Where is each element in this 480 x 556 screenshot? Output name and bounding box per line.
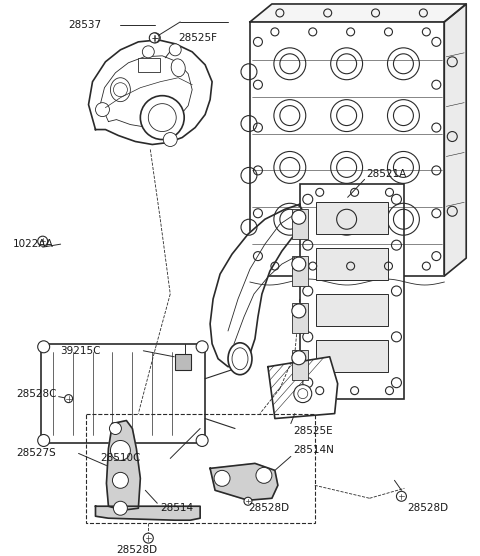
Circle shape	[144, 533, 153, 543]
Bar	[175, 354, 191, 370]
Bar	[85, 414, 315, 523]
Text: 28528D: 28528D	[117, 545, 157, 555]
Circle shape	[294, 385, 312, 403]
Circle shape	[163, 132, 177, 146]
Circle shape	[112, 473, 128, 488]
Text: 28527S: 28527S	[16, 449, 56, 459]
Text: 28510C: 28510C	[100, 453, 141, 463]
Text: 1022AA: 1022AA	[13, 239, 54, 249]
Text: 28525E: 28525E	[293, 425, 333, 435]
Bar	[316, 202, 388, 234]
Circle shape	[396, 492, 407, 502]
Polygon shape	[250, 4, 466, 22]
Bar	[292, 303, 308, 333]
Text: 28528D: 28528D	[408, 503, 448, 513]
Bar	[300, 185, 405, 399]
Bar	[316, 294, 388, 326]
Circle shape	[38, 236, 48, 246]
Ellipse shape	[110, 78, 131, 102]
Text: 28528C: 28528C	[16, 389, 56, 399]
Circle shape	[196, 341, 208, 353]
Text: 28521A: 28521A	[367, 170, 407, 180]
Circle shape	[256, 468, 272, 483]
Polygon shape	[210, 204, 305, 367]
Circle shape	[214, 470, 230, 486]
Circle shape	[38, 434, 49, 446]
Text: 39215C: 39215C	[60, 346, 101, 356]
Circle shape	[38, 341, 49, 353]
Text: 28537: 28537	[69, 20, 102, 30]
Ellipse shape	[171, 59, 185, 77]
Text: 28514: 28514	[160, 503, 193, 513]
Circle shape	[292, 210, 306, 224]
Text: 28525F: 28525F	[178, 33, 217, 43]
Bar	[292, 350, 308, 380]
Circle shape	[143, 46, 154, 58]
Bar	[316, 248, 388, 280]
Bar	[138, 58, 160, 72]
Circle shape	[109, 423, 121, 434]
Polygon shape	[268, 357, 337, 419]
Bar	[250, 22, 444, 276]
Circle shape	[292, 351, 306, 365]
Polygon shape	[88, 40, 212, 145]
Circle shape	[169, 44, 181, 56]
Circle shape	[65, 395, 72, 403]
Text: 28514N: 28514N	[293, 445, 334, 455]
Circle shape	[140, 96, 184, 140]
Polygon shape	[444, 4, 466, 276]
Polygon shape	[210, 463, 278, 500]
Circle shape	[196, 434, 208, 446]
Bar	[292, 256, 308, 286]
Circle shape	[110, 440, 131, 460]
Bar	[41, 344, 205, 444]
Circle shape	[113, 502, 127, 515]
Polygon shape	[107, 420, 140, 510]
Circle shape	[292, 257, 306, 271]
Circle shape	[96, 103, 109, 117]
Bar	[292, 209, 308, 239]
Bar	[316, 340, 388, 372]
Polygon shape	[96, 507, 200, 520]
Text: 28528D: 28528D	[248, 503, 289, 513]
Ellipse shape	[228, 343, 252, 375]
Circle shape	[149, 33, 159, 43]
Circle shape	[150, 33, 160, 43]
Circle shape	[244, 497, 252, 505]
Circle shape	[292, 304, 306, 318]
